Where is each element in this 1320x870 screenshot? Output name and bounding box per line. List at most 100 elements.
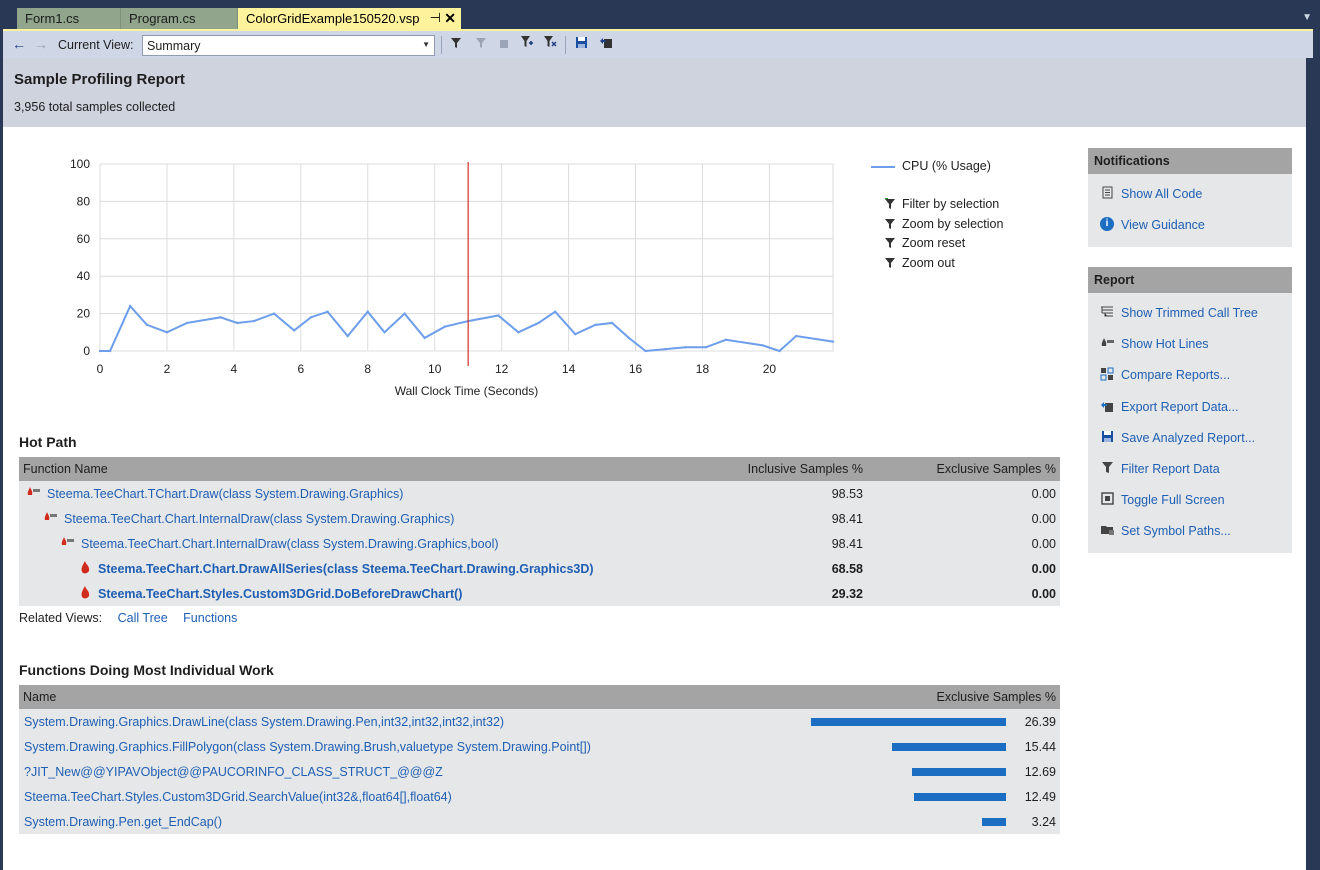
- cpu-usage-point: [98, 349, 102, 353]
- save-icon[interactable]: [571, 35, 591, 53]
- show-all-code-link[interactable]: Show All Code: [1121, 187, 1203, 201]
- document-tab-strip: Form1.cs Program.cs ColorGridExample1505…: [0, 0, 1320, 29]
- filter-report-data-item[interactable]: Filter Report Data: [1088, 453, 1292, 484]
- exclusive-samples-bar: [811, 718, 1006, 726]
- table-row[interactable]: Steema.TeeChart.Chart.InternalDraw(class…: [19, 506, 1060, 531]
- cpu-usage-point: [778, 349, 781, 353]
- cpu-usage-point: [537, 321, 540, 325]
- function-link[interactable]: System.Drawing.Graphics.DrawLine(class S…: [24, 715, 505, 729]
- folder-icon: [1100, 523, 1114, 537]
- filter-add-icon[interactable]: [517, 35, 537, 53]
- x-tick-label: 8: [364, 362, 371, 376]
- view-guidance-item[interactable]: i View Guidance: [1088, 209, 1292, 240]
- exclusive-samples-bar: [914, 793, 1006, 801]
- exclusive-value: 12.49: [1024, 790, 1056, 804]
- plot-area[interactable]: [99, 163, 834, 352]
- function-link[interactable]: ?JIT_New@@YIPAVObject@@PAUCORINFO_CLASS_…: [24, 765, 443, 779]
- export-report-data-link[interactable]: Export Report Data...: [1121, 399, 1239, 414]
- column-header-name[interactable]: Name: [23, 690, 57, 704]
- legend-swatch: [871, 166, 895, 168]
- show-trimmed-call-tree-item[interactable]: Show Trimmed Call Tree: [1088, 297, 1292, 328]
- cpu-usage-chart[interactable]: 0 2 4 6 8 10 12 14 16 18 20 0 20 40 60 80 100 Wall Clock …: [48, 149, 848, 409]
- cpu-usage-point: [366, 310, 369, 313]
- inclusive-value: 68.58: [831, 562, 863, 576]
- column-header-exclusive[interactable]: Exclusive Samples %: [936, 690, 1057, 704]
- table-row[interactable]: System.Drawing.Graphics.FillPolygon(clas…: [19, 734, 1060, 759]
- call-tree-icon: [1100, 305, 1114, 319]
- cpu-usage-point: [497, 314, 500, 317]
- table-row[interactable]: Steema.TeeChart.TChart.Draw(class System…: [19, 481, 1060, 506]
- table-row[interactable]: System.Drawing.Pen.get_EndCap() 3.24: [19, 809, 1060, 834]
- function-link[interactable]: Steema.TeeChart.TChart.Draw(class System…: [47, 487, 404, 501]
- cpu-usage-point: [219, 316, 222, 319]
- table-row[interactable]: Steema.TeeChart.Chart.DrawAllSeries(clas…: [19, 556, 1060, 581]
- filter-by-selection-action[interactable]: Filter by selection: [871, 197, 1071, 217]
- compare-reports-link[interactable]: Compare Reports...: [1121, 368, 1231, 383]
- zoom-reset-action[interactable]: Zoom reset: [871, 236, 1071, 256]
- cpu-usage-point: [443, 325, 446, 328]
- table-row[interactable]: Steema.TeeChart.Chart.InternalDraw(class…: [19, 531, 1060, 556]
- tab-program[interactable]: Program.cs: [121, 8, 238, 29]
- filter-icon[interactable]: [446, 35, 466, 53]
- function-link[interactable]: Steema.TeeChart.Chart.InternalDraw(class…: [64, 512, 455, 526]
- legend-series-label: CPU (% Usage): [902, 159, 991, 173]
- view-guidance-link[interactable]: View Guidance: [1121, 218, 1205, 233]
- y-tick-label: 100: [70, 157, 90, 171]
- filter-icon: [1100, 461, 1114, 475]
- function-link[interactable]: Steema.TeeChart.Chart.DrawAllSeries(clas…: [98, 562, 594, 576]
- column-header-inclusive[interactable]: Inclusive Samples %: [747, 462, 863, 476]
- function-link[interactable]: Steema.TeeChart.Styles.Custom3DGrid.DoBe…: [98, 587, 463, 601]
- save-analyzed-report-link[interactable]: Save Analyzed Report...: [1121, 430, 1256, 445]
- function-link[interactable]: System.Drawing.Pen.get_EndCap(): [24, 815, 223, 829]
- current-view-value: Summary: [147, 39, 201, 53]
- cpu-usage-point: [644, 349, 647, 353]
- filter-report-data-link[interactable]: Filter Report Data: [1121, 461, 1220, 476]
- compare-reports-item[interactable]: Compare Reports...: [1088, 359, 1292, 390]
- toggle-full-screen-link[interactable]: Toggle Full Screen: [1121, 493, 1225, 508]
- y-tick-label: 0: [83, 344, 90, 358]
- tab-label: ColorGridExample150520.vsp: [246, 11, 420, 26]
- show-all-code-item[interactable]: Show All Code: [1088, 178, 1292, 209]
- cpu-usage-point: [574, 332, 577, 336]
- show-hot-lines-link[interactable]: Show Hot Lines: [1121, 337, 1209, 352]
- functions-link[interactable]: Functions: [183, 611, 238, 625]
- function-link[interactable]: Steema.TeeChart.Styles.Custom3DGrid.Sear…: [24, 790, 452, 804]
- close-icon[interactable]: ✕: [444, 10, 456, 26]
- report-header: Sample Profiling Report 3,956 total samp…: [3, 58, 1313, 127]
- cpu-usage-chart-svg[interactable]: 0 2 4 6 8 10 12 14 16 18 20 0 20 40 60 80 100 Wall Clock …: [48, 149, 848, 409]
- forward-arrow-icon[interactable]: →: [34, 36, 48, 52]
- column-header-function-name[interactable]: Function Name: [23, 462, 108, 476]
- tab-form1[interactable]: Form1.cs: [17, 8, 121, 29]
- show-trimmed-call-tree-link[interactable]: Show Trimmed Call Tree: [1121, 306, 1258, 320]
- tab-colorgrid-vsp[interactable]: ColorGridExample150520.vsp ⊣ ✕: [238, 8, 461, 29]
- save-analyzed-report-item[interactable]: Save Analyzed Report...: [1088, 422, 1292, 453]
- y-tick-label: 60: [77, 232, 91, 246]
- table-row[interactable]: Steema.TeeChart.Styles.Custom3DGrid.DoBe…: [19, 581, 1060, 606]
- show-hot-lines-item[interactable]: Show Hot Lines: [1088, 328, 1292, 359]
- zoom-by-selection-action[interactable]: Zoom by selection: [871, 217, 1071, 237]
- current-view-label: Current View:: [58, 38, 134, 52]
- set-symbol-paths-link[interactable]: Set Symbol Paths...: [1121, 524, 1231, 539]
- table-row[interactable]: Steema.TeeChart.Styles.Custom3DGrid.Sear…: [19, 784, 1060, 809]
- table-row[interactable]: System.Drawing.Graphics.DrawLine(class S…: [19, 709, 1060, 734]
- function-link[interactable]: System.Drawing.Graphics.FillPolygon(clas…: [24, 740, 591, 754]
- back-arrow-icon[interactable]: ←: [12, 36, 26, 52]
- tab-dropdown-icon[interactable]: ▼: [1302, 12, 1312, 23]
- call-tree-link[interactable]: Call Tree: [117, 611, 168, 625]
- export-report-data-item[interactable]: Export Report Data...: [1088, 391, 1292, 422]
- table-row[interactable]: ?JIT_New@@YIPAVObject@@PAUCORINFO_CLASS_…: [19, 759, 1060, 784]
- zoom-out-action[interactable]: Zoom out: [871, 256, 1071, 276]
- vertical-scrollbar[interactable]: [1306, 58, 1313, 870]
- set-symbol-paths-item[interactable]: Set Symbol Paths...: [1088, 515, 1292, 546]
- function-link[interactable]: Steema.TeeChart.Chart.InternalDraw(class…: [81, 537, 499, 551]
- filter-remove-icon[interactable]: [540, 35, 560, 53]
- individual-work-header: Name Exclusive Samples %: [19, 685, 1060, 709]
- stop-icon[interactable]: [494, 35, 514, 53]
- current-view-select[interactable]: Summary ▼: [142, 35, 435, 56]
- clear-filter-icon[interactable]: [471, 35, 491, 53]
- export-icon[interactable]: [596, 35, 616, 53]
- toggle-full-screen-item[interactable]: Toggle Full Screen: [1088, 484, 1292, 515]
- cpu-usage-point: [664, 347, 667, 351]
- column-header-exclusive[interactable]: Exclusive Samples %: [936, 462, 1057, 476]
- pin-icon[interactable]: ⊣: [429, 10, 441, 25]
